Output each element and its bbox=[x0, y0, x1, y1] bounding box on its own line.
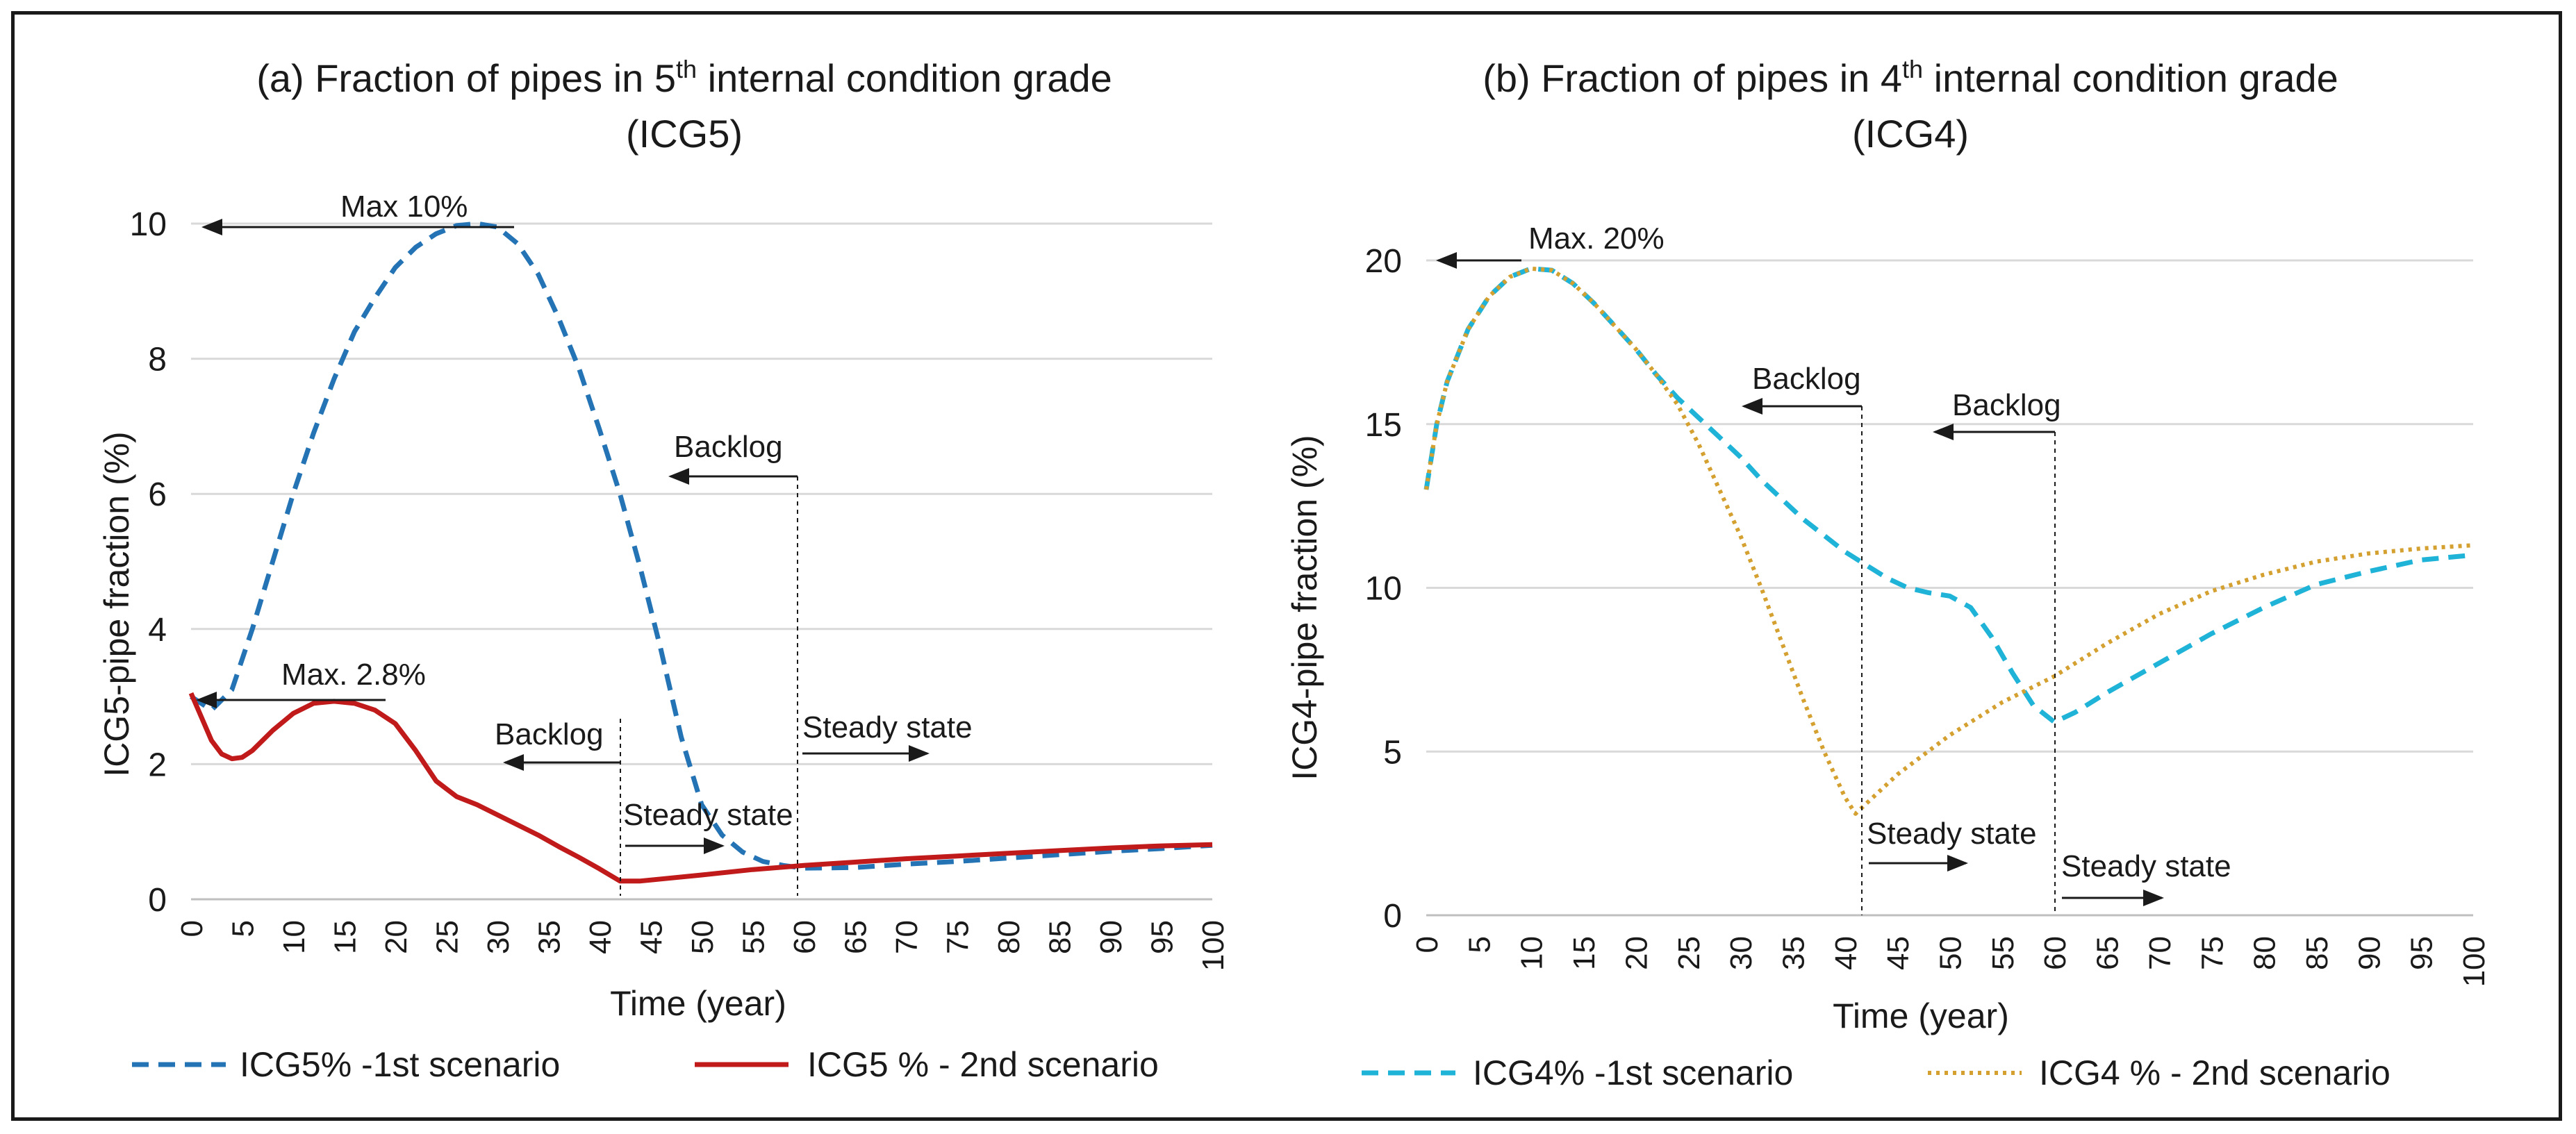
panel-a-legend: ICG5% -1st scenario ICG5 % - 2nd scenari… bbox=[132, 1045, 1159, 1084]
max20-label: Max. 20% bbox=[1528, 222, 1665, 256]
x-tick-label: 5 bbox=[1462, 936, 1496, 953]
x-tick-label: 50 bbox=[686, 920, 720, 954]
steady-a2-label: Steady state bbox=[802, 710, 973, 744]
y-tick-label: 10 bbox=[130, 206, 167, 243]
backlog-b1-label: Backlog bbox=[1752, 362, 1861, 396]
steady-b1-label: Steady state bbox=[1867, 817, 2037, 851]
panel-b-y-label: ICG4-pipe fraction (%) bbox=[1285, 435, 1324, 780]
panel-a-series bbox=[188, 221, 1213, 884]
x-tick-label: 0 bbox=[175, 920, 209, 937]
y-tick-label: 5 bbox=[1383, 734, 1402, 771]
x-tick-label: 30 bbox=[1724, 936, 1758, 970]
y-tick-label: 8 bbox=[148, 342, 167, 378]
x-tick-label: 95 bbox=[2405, 936, 2439, 970]
x-tick-label: 45 bbox=[635, 920, 669, 954]
x-tick-label: 75 bbox=[941, 920, 975, 954]
y-tick-label: 6 bbox=[148, 476, 167, 513]
legend-icg4-1st-label: ICG4% -1st scenario bbox=[1473, 1053, 1793, 1092]
x-tick-label: 95 bbox=[1146, 920, 1180, 954]
panel-b: (b) Fraction of pipes in 4th internal co… bbox=[1285, 55, 2491, 1092]
max10-label: Max 10% bbox=[340, 190, 468, 224]
series-line-b-1 bbox=[1423, 266, 2474, 725]
x-tick-label: 35 bbox=[533, 920, 567, 954]
backlog-b2-label: Backlog bbox=[1952, 388, 2061, 422]
panel-b-annotations: Max. 20% Backlog Backlog Steady state St… bbox=[1436, 222, 2231, 915]
panel-a-x-ticks: 0 5 10 15 20 25 30 35 40 45 50 55 60 65 70 75 80 85 90 95 10… bbox=[175, 920, 1230, 971]
x-tick-label: 80 bbox=[992, 920, 1026, 954]
panel-b-x-ticks: 0 5 10 15 20 25 30 35 40 45 50 55 60 65 70 75 80 85 90 95 10… bbox=[1410, 936, 2491, 987]
panel-a-y-label: ICG5-pipe fraction (%) bbox=[97, 431, 136, 776]
x-tick-label: 100 bbox=[1196, 920, 1230, 971]
x-tick-label: 10 bbox=[277, 920, 311, 954]
x-tick-label: 55 bbox=[737, 920, 771, 954]
x-tick-label: 30 bbox=[481, 920, 515, 954]
panel-a-x-label: Time (year) bbox=[610, 984, 786, 1023]
x-tick-label: 20 bbox=[379, 920, 413, 954]
panel-a-title-line2: (ICG5) bbox=[626, 112, 743, 156]
panel-a-title: (a) Fraction of pipes in 5th internal co… bbox=[256, 55, 1112, 100]
y-tick-label: 0 bbox=[1383, 898, 1402, 935]
x-tick-label: 5 bbox=[226, 920, 261, 937]
x-tick-label: 70 bbox=[2143, 936, 2177, 970]
y-tick-label: 10 bbox=[1365, 571, 1402, 608]
figure-frame bbox=[11, 11, 2562, 1121]
backlog-a2-label: Backlog bbox=[674, 430, 783, 464]
x-tick-label: 55 bbox=[1986, 936, 2020, 970]
y-tick-label: 0 bbox=[148, 882, 167, 919]
x-tick-label: 45 bbox=[1881, 936, 1915, 970]
y-tick-label: 15 bbox=[1365, 407, 1402, 444]
panel-a-y-ticks: 0 2 4 6 8 10 bbox=[130, 206, 167, 919]
x-tick-label: 90 bbox=[2352, 936, 2386, 970]
legend-icg5-2nd-label: ICG5 % - 2nd scenario bbox=[807, 1045, 1159, 1084]
x-tick-label: 75 bbox=[2195, 936, 2229, 970]
series-line-a-2 bbox=[188, 692, 1213, 884]
panel-b-x-label: Time (year) bbox=[1833, 997, 2009, 1035]
steady-a1-label: Steady state bbox=[623, 798, 793, 832]
x-tick-label: 90 bbox=[1094, 920, 1128, 954]
y-tick-label: 20 bbox=[1365, 243, 1402, 280]
legend-icg4-2nd-label: ICG4 % - 2nd scenario bbox=[2039, 1053, 2391, 1092]
x-tick-label: 65 bbox=[839, 920, 873, 954]
backlog-a1-label: Backlog bbox=[495, 717, 604, 751]
x-tick-label: 60 bbox=[788, 920, 822, 954]
panel-a-annotations: Max 10% Max. 2.8% Backlog Backlog Steady… bbox=[196, 190, 973, 896]
panel-b-gridlines bbox=[1426, 259, 2473, 753]
panel-b-series bbox=[1423, 266, 2474, 816]
steady-b2-label: Steady state bbox=[2061, 849, 2231, 883]
x-tick-label: 40 bbox=[1829, 936, 1863, 970]
panel-a-gridlines bbox=[191, 222, 1212, 765]
series-line-a-1 bbox=[190, 221, 1213, 871]
y-tick-label: 4 bbox=[148, 612, 167, 649]
x-tick-label: 70 bbox=[890, 920, 924, 954]
x-tick-label: 50 bbox=[1934, 936, 1968, 970]
x-tick-label: 60 bbox=[2038, 936, 2072, 970]
x-tick-label: 15 bbox=[1567, 936, 1601, 970]
x-tick-label: 0 bbox=[1410, 936, 1444, 953]
max28-label: Max. 2.8% bbox=[281, 658, 426, 692]
x-tick-label: 65 bbox=[2091, 936, 2125, 970]
panel-b-y-ticks: 0 5 10 15 20 bbox=[1365, 243, 1402, 935]
x-tick-label: 20 bbox=[1619, 936, 1653, 970]
x-tick-label: 15 bbox=[329, 920, 363, 954]
panel-b-title: (b) Fraction of pipes in 4th internal co… bbox=[1483, 55, 2338, 100]
y-tick-label: 2 bbox=[148, 747, 167, 783]
x-tick-label: 35 bbox=[1776, 936, 1810, 970]
x-tick-label: 25 bbox=[431, 920, 465, 954]
x-tick-label: 10 bbox=[1515, 936, 1549, 970]
x-tick-label: 80 bbox=[2248, 936, 2282, 970]
x-tick-label: 25 bbox=[1672, 936, 1706, 970]
panel-a: (a) Fraction of pipes in 5th internal co… bbox=[97, 55, 1230, 1084]
series-line-b-2 bbox=[1424, 266, 2474, 816]
x-tick-label: 40 bbox=[584, 920, 618, 954]
legend-icg5-1st-label: ICG5% -1st scenario bbox=[240, 1045, 560, 1084]
panel-b-legend: ICG4% -1st scenario ICG4 % - 2nd scenari… bbox=[1362, 1053, 2391, 1092]
x-tick-label: 85 bbox=[2300, 936, 2334, 970]
x-tick-label: 85 bbox=[1043, 920, 1078, 954]
x-tick-label: 100 bbox=[2457, 936, 2491, 987]
panel-b-title-line2: (ICG4) bbox=[1852, 112, 1969, 156]
